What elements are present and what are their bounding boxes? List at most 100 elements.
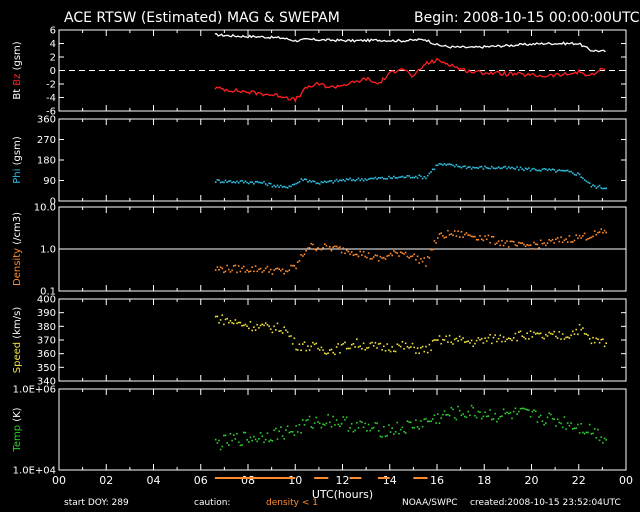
data-point bbox=[561, 426, 564, 429]
x-tick-label: 16 bbox=[430, 474, 444, 487]
data-point bbox=[221, 181, 224, 183]
data-point bbox=[302, 255, 304, 257]
begin-timestamp: Begin: 2008-10-15 00:00:00UTC bbox=[414, 10, 640, 26]
data-point bbox=[244, 180, 247, 183]
data-point bbox=[320, 248, 323, 251]
data-point bbox=[219, 181, 222, 184]
data-point bbox=[239, 321, 242, 324]
data-point bbox=[595, 187, 598, 189]
data-point bbox=[447, 229, 449, 232]
data-point bbox=[499, 244, 501, 247]
data-point bbox=[462, 236, 464, 238]
data-point bbox=[386, 255, 388, 257]
data-point bbox=[347, 178, 350, 181]
data-point bbox=[502, 408, 505, 411]
data-point bbox=[507, 246, 510, 248]
data-point bbox=[548, 412, 550, 415]
data-point bbox=[320, 426, 323, 429]
data-point bbox=[393, 433, 395, 435]
y-axis-label: Density (/cm3) bbox=[12, 212, 23, 286]
data-point bbox=[448, 414, 451, 417]
data-point bbox=[472, 406, 474, 409]
data-point bbox=[598, 341, 601, 344]
data-point bbox=[372, 177, 375, 180]
data-point bbox=[593, 341, 596, 344]
data-point bbox=[546, 416, 549, 419]
data-point bbox=[271, 185, 274, 188]
data-point bbox=[307, 345, 309, 347]
data-point bbox=[523, 169, 525, 172]
data-point bbox=[334, 424, 336, 426]
data-point bbox=[588, 423, 591, 426]
data-point bbox=[457, 165, 459, 168]
data-point bbox=[273, 429, 275, 431]
data-point bbox=[435, 164, 437, 167]
data-point bbox=[452, 164, 454, 167]
start-doy: start DOY: 289 bbox=[64, 498, 129, 508]
data-point bbox=[266, 184, 269, 187]
data-point bbox=[602, 187, 604, 190]
y-tick-label: 270 bbox=[37, 135, 56, 146]
data-point bbox=[418, 428, 420, 430]
data-point bbox=[226, 442, 228, 444]
data-point bbox=[512, 241, 515, 243]
data-point bbox=[276, 184, 279, 187]
data-point bbox=[485, 238, 488, 241]
data-point bbox=[242, 324, 245, 327]
data-point bbox=[236, 180, 238, 183]
data-point bbox=[487, 336, 490, 339]
data-point bbox=[440, 342, 442, 345]
data-point bbox=[354, 253, 356, 256]
data-point bbox=[401, 426, 404, 429]
data-point bbox=[327, 352, 329, 354]
data-point bbox=[374, 422, 377, 424]
data-point bbox=[295, 182, 297, 185]
data-point bbox=[268, 325, 270, 328]
data-point bbox=[286, 270, 289, 273]
data-point bbox=[529, 244, 532, 246]
data-point bbox=[411, 426, 414, 429]
data-point bbox=[221, 267, 224, 270]
data-point bbox=[548, 168, 550, 170]
data-point bbox=[580, 423, 582, 425]
data-point bbox=[263, 324, 265, 327]
data-point bbox=[256, 323, 258, 326]
data-point bbox=[437, 339, 439, 341]
data-point bbox=[603, 229, 606, 232]
data-point bbox=[590, 236, 593, 239]
data-point bbox=[452, 408, 454, 411]
data-point bbox=[545, 244, 547, 247]
data-point bbox=[430, 349, 432, 352]
data-point bbox=[531, 336, 534, 338]
data-point bbox=[492, 167, 495, 169]
data-point bbox=[258, 268, 260, 271]
y-tick-label: 340 bbox=[37, 377, 56, 388]
data-point bbox=[269, 439, 272, 441]
data-point bbox=[423, 257, 426, 259]
data-point bbox=[322, 181, 324, 184]
data-point bbox=[334, 245, 336, 248]
data-point bbox=[551, 417, 554, 420]
data-point bbox=[469, 166, 471, 168]
data-point bbox=[381, 257, 383, 259]
data-point bbox=[577, 423, 579, 426]
data-point bbox=[253, 270, 255, 273]
data-point bbox=[381, 436, 383, 438]
data-point bbox=[563, 170, 566, 172]
data-point bbox=[415, 352, 417, 354]
data-point bbox=[603, 187, 606, 190]
data-point bbox=[371, 341, 373, 344]
data-point bbox=[340, 251, 343, 254]
data-point bbox=[529, 169, 532, 172]
data-point bbox=[315, 416, 318, 419]
data-point bbox=[388, 424, 390, 426]
data-point bbox=[524, 245, 527, 248]
data-point bbox=[329, 421, 331, 424]
data-point bbox=[524, 167, 527, 170]
data-point bbox=[433, 414, 436, 416]
data-point bbox=[541, 336, 544, 339]
data-point bbox=[526, 168, 528, 170]
data-point bbox=[398, 344, 400, 347]
data-point bbox=[590, 433, 593, 435]
data-point bbox=[280, 184, 282, 187]
